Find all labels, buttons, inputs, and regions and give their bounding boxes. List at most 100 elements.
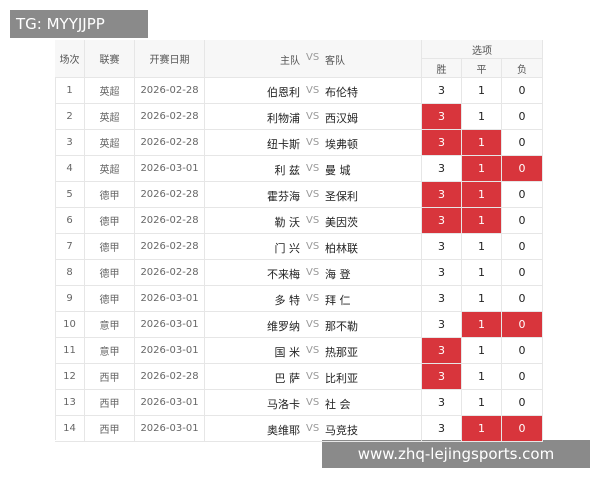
vs: VS [306, 267, 320, 278]
odds-option[interactable]: 3 [422, 234, 462, 260]
odds-option[interactable]: 1 [462, 234, 502, 260]
odds-option[interactable]: 3 [422, 182, 462, 208]
odds-option[interactable]: 0 [502, 416, 543, 442]
league: 西甲 [85, 416, 135, 442]
match-cell [205, 234, 422, 260]
odds-option[interactable]: 1 [462, 104, 502, 130]
odds-option[interactable]: 0 [502, 390, 543, 416]
away-team: 那不勒 [325, 320, 358, 333]
odds-option[interactable]: 3 [422, 286, 462, 312]
date: 2026-02-28 [135, 364, 205, 390]
match-cell [205, 338, 422, 364]
odds-option[interactable]: 3 [422, 364, 462, 390]
header-cell: 开赛日期 [135, 40, 205, 78]
vs: VS [306, 423, 320, 434]
row-no: 5 [55, 182, 85, 208]
match-cell [205, 416, 422, 442]
odds-option[interactable]: 0 [502, 312, 543, 338]
odds-option[interactable]: 1 [462, 156, 502, 182]
header-text: 客队 [325, 56, 345, 67]
header-cell: 胜 [422, 59, 462, 78]
home-team: 门 兴 [274, 242, 301, 255]
match-cell [205, 260, 422, 286]
league: 英超 [85, 130, 135, 156]
league: 意甲 [85, 338, 135, 364]
odds-option[interactable]: 3 [422, 208, 462, 234]
match-cell [205, 130, 422, 156]
odds-option[interactable]: 3 [422, 260, 462, 286]
vs: VS [306, 137, 320, 148]
odds-option[interactable]: 1 [462, 338, 502, 364]
odds-option[interactable]: 1 [462, 130, 502, 156]
match-cell [205, 182, 422, 208]
row-no: 8 [55, 260, 85, 286]
vs: VS [306, 241, 320, 252]
row-no: 3 [55, 130, 85, 156]
odds-option[interactable]: 1 [462, 364, 502, 390]
odds-option[interactable]: 1 [462, 312, 502, 338]
date: 2026-03-01 [135, 390, 205, 416]
odds-option[interactable]: 0 [502, 182, 543, 208]
odds-option[interactable]: 0 [502, 364, 543, 390]
vs: VS [306, 293, 320, 304]
header-cell: 场次 [55, 40, 85, 78]
league: 英超 [85, 78, 135, 104]
match-cell [205, 208, 422, 234]
odds-option[interactable]: 1 [462, 182, 502, 208]
watermark: TG: MYYJJPP [10, 10, 148, 38]
league: 英超 [85, 156, 135, 182]
home-team: 伯恩利 [267, 86, 300, 99]
odds-option[interactable]: 3 [422, 416, 462, 442]
odds-option[interactable]: 1 [462, 390, 502, 416]
odds-option[interactable]: 1 [462, 286, 502, 312]
match-cell [205, 78, 422, 104]
vs: VS [306, 319, 320, 330]
odds-option[interactable]: 0 [502, 234, 543, 260]
odds-option[interactable]: 3 [422, 156, 462, 182]
header-vs: VS [306, 52, 320, 63]
away-team: 美因茨 [325, 216, 358, 229]
match-cell [205, 390, 422, 416]
odds-option[interactable]: 1 [462, 260, 502, 286]
row-no: 2 [55, 104, 85, 130]
odds-option[interactable]: 0 [502, 78, 543, 104]
home-team: 国 米 [274, 346, 301, 359]
away-team: 社 会 [325, 398, 351, 411]
match-cell [205, 312, 422, 338]
home-team: 巴 萨 [274, 372, 301, 385]
odds-option[interactable]: 3 [422, 78, 462, 104]
header-text: 主队 [280, 56, 300, 67]
league: 德甲 [85, 286, 135, 312]
odds-option[interactable]: 3 [422, 104, 462, 130]
league: 意甲 [85, 312, 135, 338]
odds-option[interactable]: 0 [502, 338, 543, 364]
away-team: 圣保利 [325, 190, 358, 203]
odds-option[interactable]: 0 [502, 130, 543, 156]
away-team: 比利亚 [325, 372, 358, 385]
home-team: 利物浦 [267, 112, 300, 125]
odds-option[interactable]: 0 [502, 260, 543, 286]
odds-option[interactable]: 3 [422, 312, 462, 338]
odds-option[interactable]: 0 [502, 286, 543, 312]
league: 西甲 [85, 364, 135, 390]
odds-option[interactable]: 3 [422, 390, 462, 416]
row-no: 14 [55, 416, 85, 442]
odds-option[interactable]: 3 [422, 338, 462, 364]
odds-option[interactable]: 1 [462, 208, 502, 234]
away-team: 热那亚 [325, 346, 358, 359]
header-cell: 联赛 [85, 40, 135, 78]
date: 2026-03-01 [135, 416, 205, 442]
date: 2026-03-01 [135, 286, 205, 312]
vs: VS [306, 371, 320, 382]
odds-option[interactable]: 3 [422, 130, 462, 156]
odds-option[interactable]: 1 [462, 78, 502, 104]
odds-option[interactable]: 0 [502, 156, 543, 182]
date: 2026-02-28 [135, 104, 205, 130]
away-team: 拜 仁 [325, 294, 351, 307]
row-no: 10 [55, 312, 85, 338]
odds-option[interactable]: 1 [462, 416, 502, 442]
odds-option[interactable]: 0 [502, 104, 543, 130]
odds-option[interactable]: 0 [502, 208, 543, 234]
date: 2026-03-01 [135, 338, 205, 364]
